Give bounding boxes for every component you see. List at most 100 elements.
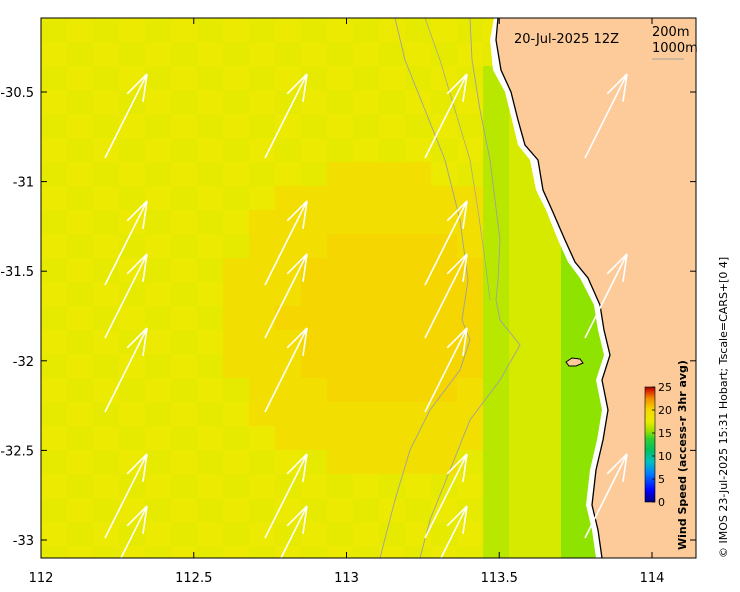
wind-field-cell bbox=[431, 162, 457, 186]
wind-field-cell bbox=[145, 234, 171, 258]
wind-field-cell bbox=[197, 18, 223, 42]
wind-field-cell bbox=[561, 498, 587, 522]
wind-field-cell bbox=[535, 426, 561, 450]
wind-arrow bbox=[104, 73, 148, 159]
wind-field-cell bbox=[223, 546, 249, 558]
wind-field-cell bbox=[353, 330, 379, 354]
wind-field-cell bbox=[509, 186, 535, 210]
wind-arrow bbox=[104, 253, 148, 339]
wind-field-cell bbox=[93, 42, 119, 66]
wind-field-cell bbox=[483, 282, 509, 306]
wind-arrow bbox=[104, 453, 148, 539]
wind-field-cell bbox=[249, 234, 275, 258]
wind-field-cell bbox=[249, 138, 275, 162]
wind-field-cell bbox=[353, 378, 379, 402]
wind-field-cell bbox=[535, 474, 561, 498]
wind-field-cell bbox=[327, 162, 353, 186]
wind-arrow bbox=[104, 327, 148, 413]
wind-field-cell bbox=[431, 258, 457, 282]
bathy-label-1000m: 1000m bbox=[652, 41, 698, 56]
wind-field-cell bbox=[197, 258, 223, 282]
wind-field-cell bbox=[67, 330, 93, 354]
wind-field-cell bbox=[509, 402, 535, 426]
wind-field-cell bbox=[249, 474, 275, 498]
coastline bbox=[495, 18, 611, 558]
wind-field-cell bbox=[223, 282, 249, 306]
wind-field-cell bbox=[41, 258, 67, 282]
wind-field-cell bbox=[327, 306, 353, 330]
wind-field-cell bbox=[67, 498, 93, 522]
wind-field-cell bbox=[405, 114, 431, 138]
wind-field-cell bbox=[509, 498, 535, 522]
wind-field-cell bbox=[353, 66, 379, 90]
wind-field-cell bbox=[301, 162, 327, 186]
y-tick-label: -33 bbox=[13, 534, 34, 549]
wind-field-cell bbox=[301, 378, 327, 402]
wind-field-cell bbox=[119, 522, 145, 546]
wind-field-cell bbox=[197, 522, 223, 546]
wind-field-cell bbox=[67, 258, 93, 282]
wind-field-cell bbox=[223, 186, 249, 210]
wind-field-cell bbox=[327, 282, 353, 306]
wind-field-cell bbox=[483, 426, 509, 450]
wind-field-cell bbox=[93, 354, 119, 378]
wind-field-cell bbox=[483, 402, 509, 426]
wind-field-cell bbox=[171, 402, 197, 426]
wind-arrow bbox=[424, 453, 468, 539]
wind-field-cell bbox=[509, 282, 535, 306]
wind-field-cell bbox=[223, 234, 249, 258]
wind-field-cell bbox=[405, 258, 431, 282]
credit-text: © IMOS 23-Jul-2025 15:31 Hobart; Tscale=… bbox=[717, 257, 730, 558]
wind-field-cell bbox=[171, 138, 197, 162]
wind-field-cell bbox=[405, 282, 431, 306]
y-axis: -30.5 -31 -31.5 -32 -32.5 -33 bbox=[0, 86, 696, 549]
rottnest-island bbox=[565, 357, 584, 367]
coastal-no-data-strip bbox=[490, 18, 610, 558]
wind-field-cell bbox=[535, 306, 561, 330]
wind-field-cell bbox=[561, 306, 587, 330]
wind-field-cell bbox=[327, 18, 353, 42]
wind-arrows bbox=[104, 73, 628, 558]
wind-field-cell bbox=[171, 330, 197, 354]
wind-field-cell bbox=[197, 426, 223, 450]
wind-field-cell bbox=[561, 282, 587, 306]
x-tick-label: 112 bbox=[29, 571, 54, 586]
wind-field-cell bbox=[197, 306, 223, 330]
wind-field-cell bbox=[327, 450, 353, 474]
wind-field-cell bbox=[119, 138, 145, 162]
wind-field-cell bbox=[379, 354, 405, 378]
wind-field-cell bbox=[275, 402, 301, 426]
wind-field-cell bbox=[249, 330, 275, 354]
wind-field-cell bbox=[249, 498, 275, 522]
wind-field-cell bbox=[41, 186, 67, 210]
wind-field-cell bbox=[275, 330, 301, 354]
wind-field-cell bbox=[41, 426, 67, 450]
wind-field-cell bbox=[509, 258, 535, 282]
wind-field-cell bbox=[41, 498, 67, 522]
wind-arrow bbox=[584, 73, 628, 159]
wind-field-cell bbox=[483, 378, 509, 402]
wind-field-cell bbox=[197, 474, 223, 498]
wind-field-cell bbox=[353, 42, 379, 66]
wind-field-cell bbox=[93, 162, 119, 186]
wind-field-cell bbox=[535, 234, 561, 258]
wind-field-cell bbox=[119, 474, 145, 498]
wind-field-cell bbox=[223, 498, 249, 522]
wind-field-cell bbox=[301, 138, 327, 162]
wind-field-cell bbox=[327, 378, 353, 402]
wind-field-cell bbox=[535, 522, 561, 546]
wind-field-cell bbox=[249, 378, 275, 402]
wind-field-cell bbox=[275, 66, 301, 90]
wind-field-cell bbox=[275, 378, 301, 402]
wind-field-cell bbox=[145, 522, 171, 546]
wind-field-cell bbox=[379, 258, 405, 282]
wind-field-cell bbox=[67, 162, 93, 186]
colorbar-tick-label: 25 bbox=[658, 381, 672, 394]
wind-field-cell bbox=[327, 186, 353, 210]
wind-field-cell bbox=[405, 186, 431, 210]
wind-field-cell bbox=[41, 474, 67, 498]
wind-field-cell bbox=[249, 42, 275, 66]
wind-field-cell bbox=[119, 18, 145, 42]
wind-field-cell bbox=[67, 18, 93, 42]
